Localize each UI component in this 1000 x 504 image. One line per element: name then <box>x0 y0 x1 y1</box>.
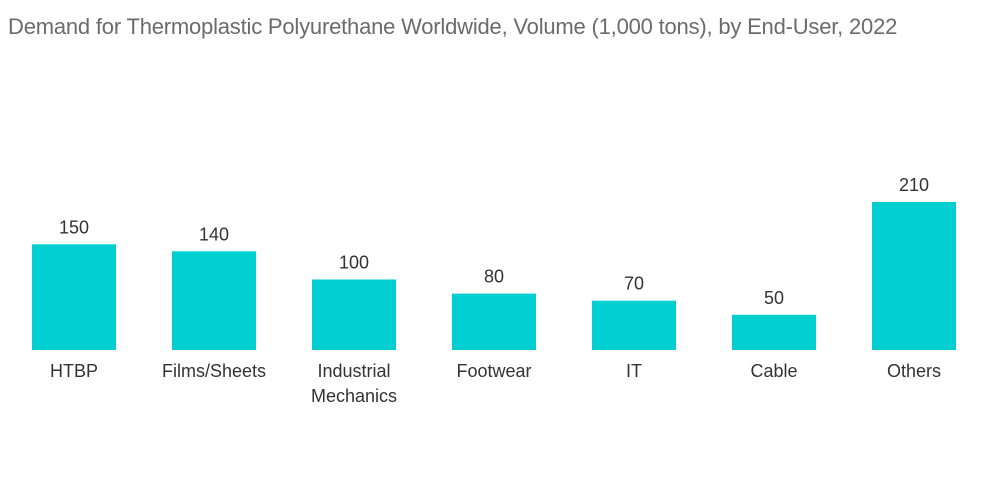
value-label: 140 <box>199 224 229 244</box>
x-tick-label: Cable <box>750 361 797 381</box>
value-label: 150 <box>59 217 89 237</box>
value-label: 100 <box>339 253 369 273</box>
bar-films-sheets <box>172 251 256 350</box>
value-label: 50 <box>764 288 784 308</box>
bar-it <box>592 300 676 350</box>
x-tick-label: Others <box>887 361 941 381</box>
bar-others <box>872 202 956 350</box>
bar-industrial-mechanics <box>312 279 396 350</box>
x-tick-label: Films/Sheets <box>162 361 266 381</box>
chart-title: Demand for Thermoplastic Polyurethane Wo… <box>8 14 898 39</box>
x-tick-label: IT <box>626 361 642 381</box>
x-tick-label: Footwear <box>456 361 531 381</box>
bar-footwear <box>452 293 536 350</box>
tick-labels-layer: HTBP Films/Sheets Industrial Mechanics Footw… <box>50 361 941 406</box>
bar-htbp <box>32 244 116 350</box>
value-label: 70 <box>624 274 644 294</box>
x-tick-label: Industrial Mechanics <box>311 361 397 406</box>
value-label: 210 <box>899 175 929 195</box>
bar-cable <box>732 314 816 350</box>
value-label: 80 <box>484 267 504 287</box>
value-labels-layer: 150 140 100 80 70 50 210 <box>59 175 929 308</box>
bars-layer <box>32 202 956 350</box>
x-tick-label: HTBP <box>50 361 98 381</box>
